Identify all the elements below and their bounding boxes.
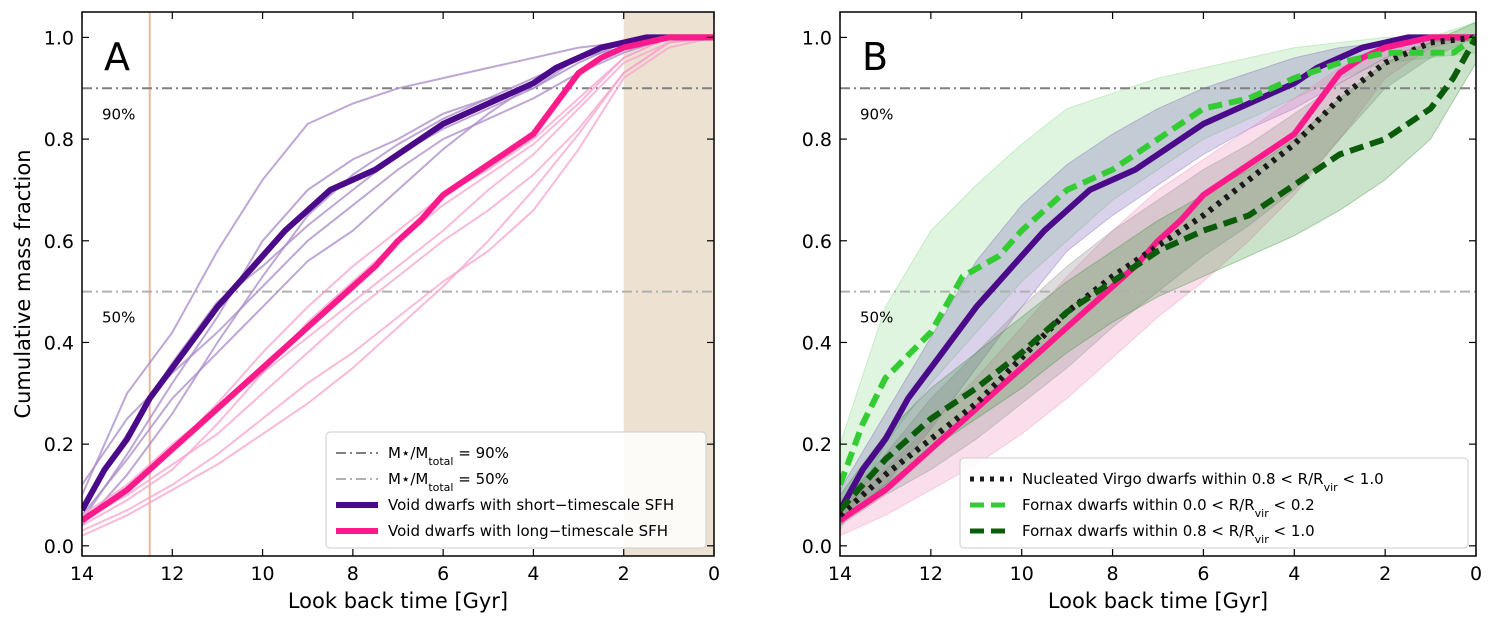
panel-a-x-tick-label: 2 [618,563,630,585]
panel-a-series-line-0 [82,34,714,512]
panel-b-band-dark-green [840,21,1476,522]
panel-b-band-gray [840,36,1476,527]
panel-a-long-track-0 [82,36,714,532]
panel-b-pct-label-50: 50% [860,309,893,327]
panel-b-y-tick-label: 0.2 [802,434,832,456]
panel-a-long-track-4 [82,36,714,537]
panel-a-plot-area [82,12,714,556]
panel-b-band-green-light [840,21,1476,531]
panel-a-y-tick-label: 1.0 [44,27,74,49]
panel-b-series-line-0 [840,34,1476,512]
panel-b-legend-label-0: Nucleated Virgo dwarfs within 0.8 < R/Rv… [1022,470,1384,494]
panel-b-legend-label-1: Fornax dwarfs within 0.0 < R/Rvir < 0.2 [1022,496,1315,520]
panel-a-x-tick-label: 10 [250,563,274,585]
panel-b-x-tick-label: 0 [1470,563,1482,585]
panel-b-axes-frame [839,11,1477,557]
panel-a-x-tick-label: 12 [160,563,184,585]
panel-b: 14 12 10 8 6 4 2 0 0.0 0.2 0.4 0.6 0.8 1.0 Look back t… [802,11,1482,613]
panel-b-x-tick-label: 8 [1107,563,1119,585]
panel-a-letter: A [104,35,130,79]
panel-b-x-tick-label: 4 [1288,563,1300,585]
panel-a-x-tick-label: 4 [527,563,539,585]
panel-a-short-track-3 [82,36,714,486]
panel-a: 14 12 10 8 6 4 2 0 0.0 0.2 0.4 0.6 0.8 1.0 Look back t… [11,11,720,613]
panel-b-x-axis-label: Look back time [Gyr] [1048,589,1268,613]
panel-a-series-line-1 [82,34,714,523]
panel-a-x-tick-label: 14 [70,563,94,585]
panel-a-legend: M⋆/Mtotal = 90%M⋆/Mtotal = 50% Void dwarf… [325,431,707,549]
panel-a-y-tick-label: 0.6 [44,231,74,253]
panel-a-legend-label-2: Void dwarfs with short−timescale SFH [388,496,674,514]
panel-a-x-tick-label: 0 [708,563,720,585]
panel-b-pct-label-90: 90% [860,105,893,123]
panel-a-y-axis-label: Cumulative mass fraction [11,149,35,418]
panel-b-x-tick-label: 2 [1379,563,1391,585]
panel-a-pct-label-50: 50% [102,309,135,327]
panel-b-x-tick-label: 14 [828,563,852,585]
panel-b-y-tick-label: 0.4 [802,332,832,354]
panel-a-legend-box [325,431,707,549]
panel-b-plot-area [840,21,1476,537]
panel-a-axes-frame [81,11,715,557]
panel-a-legend-label-0: M⋆/Mtotal = 90% [388,444,509,468]
panel-b-y-tick-label: 0.6 [802,231,832,253]
panel-a-y-tick-label: 0.0 [44,536,74,558]
panel-a-x-axis-label: Look back time [Gyr] [288,589,508,613]
panel-b-legend-label-2: Fornax dwarfs within 0.8 < R/Rvir < 1.0 [1022,522,1315,546]
panel-a-short-track-4 [82,36,714,527]
panel-a-x-tick-label: 6 [437,563,449,585]
panel-b-x-tick-label: 6 [1197,563,1209,585]
panel-b-series-line-4 [840,35,1476,513]
panel-b-letter: B [862,35,888,79]
panel-a-legend-label-1: M⋆/Mtotal = 50% [388,470,509,494]
panel-a-pct-label-90: 90% [102,105,135,123]
panel-b-series-line-2 [840,34,1476,518]
panel-b-y-tick-label: 0.0 [802,536,832,558]
panel-b-legend-box [959,457,1469,549]
panel-b-x-tick-label: 10 [1010,563,1034,585]
panel-a-legend-label-3: Void dwarfs with long−timescale SFH [388,522,668,540]
panel-b-legend: Nucleated Virgo dwarfs within 0.8 < R/Rv… [959,457,1469,549]
panel-b-y-tick-label: 1.0 [802,27,832,49]
panel-a-y-tick-label: 0.2 [44,434,74,456]
panel-a-x-tick-label: 8 [347,563,359,585]
panel-a-y-tick-label: 0.4 [44,332,74,354]
panel-b-series-line-3 [840,34,1476,486]
panel-b-x-tick-label: 12 [919,563,943,585]
panel-a-short-track-1 [82,36,714,521]
panel-b-y-tick-label: 0.8 [802,129,832,151]
panel-a-y-tick-label: 0.8 [44,129,74,151]
